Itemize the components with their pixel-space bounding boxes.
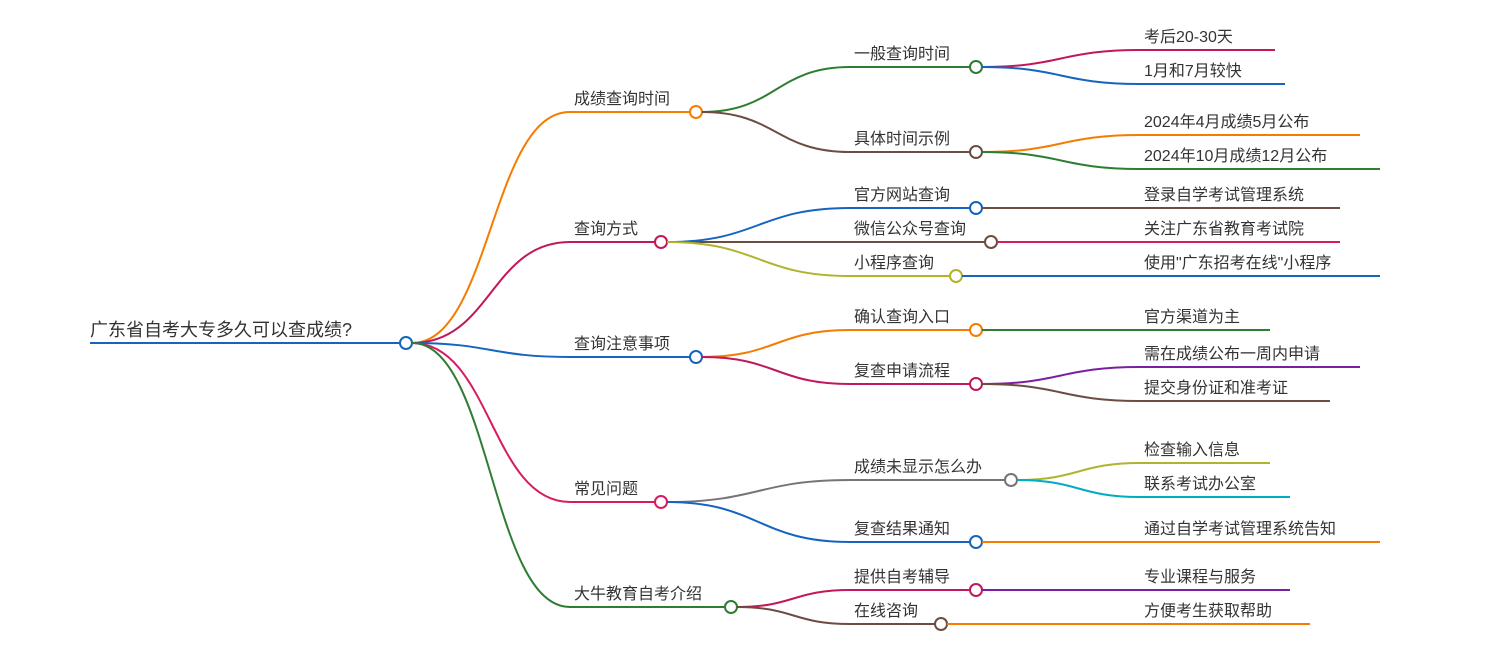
mindmap-edge (667, 242, 850, 276)
node-label: 复查申请流程 (854, 362, 950, 380)
mindmap-edge (702, 330, 850, 357)
mindmap-edge (982, 152, 1140, 169)
junction-circle (400, 337, 412, 349)
junction-circle (935, 618, 947, 630)
node-label: 通过自学考试管理系统告知 (1144, 520, 1336, 538)
mindmap-edge (412, 112, 570, 343)
node-label: 2024年4月成绩5月公布 (1144, 113, 1309, 131)
junction-circle (950, 270, 962, 282)
node-label: 大牛教育自考介绍 (574, 585, 702, 603)
node-label: 小程序查询 (854, 254, 934, 272)
mindmap-edge (982, 384, 1140, 401)
mindmap-edge (737, 607, 850, 624)
mindmap-edge (667, 480, 850, 502)
node-label: 复查结果通知 (854, 520, 950, 538)
junction-circle (970, 61, 982, 73)
mindmap-edge (702, 67, 850, 112)
node-label: 1月和7月较快 (1144, 62, 1242, 80)
mindmap-edge (412, 242, 570, 343)
node-label: 关注广东省教育考试院 (1144, 220, 1304, 238)
mindmap: 广东省自考大专多久可以查成绩? 成绩查询时间 一般查询时间 考后20-30天 1月和7月… (0, 0, 1488, 662)
mindmap-edge (412, 343, 570, 357)
node-label: 官方渠道为主 (1144, 308, 1240, 326)
node-label: 考后20-30天 (1144, 28, 1233, 46)
mindmap-edge (667, 208, 850, 242)
node-label: 联系考试办公室 (1144, 475, 1256, 493)
mindmap-edge (982, 135, 1140, 152)
node-label: 登录自学考试管理系统 (1144, 186, 1304, 204)
node-label: 提交身份证和准考证 (1144, 379, 1288, 397)
node-label: 在线咨询 (854, 602, 918, 620)
junction-circle (655, 236, 667, 248)
node-label: 使用"广东招考在线"小程序 (1144, 254, 1331, 272)
mindmap-edge (702, 112, 850, 152)
junction-circle (655, 496, 667, 508)
node-label: 成绩查询时间 (574, 90, 670, 108)
mindmap-edge (982, 367, 1140, 384)
junction-circle (970, 536, 982, 548)
node-label: 一般查询时间 (854, 45, 950, 63)
node-label: 成绩未显示怎么办 (854, 458, 982, 476)
junction-circle (970, 378, 982, 390)
junction-circle (1005, 474, 1017, 486)
junction-circle (690, 106, 702, 118)
node-label: 微信公众号查询 (854, 220, 966, 238)
mindmap-edge (412, 343, 570, 607)
node-label: 检查输入信息 (1144, 441, 1240, 459)
node-label: 常见问题 (574, 480, 638, 498)
junction-circle (985, 236, 997, 248)
mindmap-edge (1017, 480, 1140, 497)
junction-circle (970, 584, 982, 596)
node-label: 查询注意事项 (574, 334, 670, 353)
root-label: 广东省自考大专多久可以查成绩? (90, 320, 352, 340)
node-label: 需在成绩公布一周内申请 (1144, 345, 1320, 363)
node-label: 官方网站查询 (854, 186, 950, 204)
mindmap-edge (667, 502, 850, 542)
node-label: 具体时间示例 (854, 130, 950, 148)
node-label: 专业课程与服务 (1144, 568, 1256, 586)
node-label: 提供自考辅导 (854, 568, 950, 586)
mindmap-edge (737, 590, 850, 607)
mindmap-edge (982, 67, 1140, 84)
mindmap-edge (1017, 463, 1140, 480)
node-label: 查询方式 (574, 220, 638, 238)
node-label: 方便考生获取帮助 (1144, 602, 1272, 620)
node-label: 确认查询入口 (854, 308, 950, 326)
mindmap-edge (702, 357, 850, 384)
junction-circle (970, 146, 982, 158)
junction-circle (725, 601, 737, 613)
mindmap-edge (982, 50, 1140, 67)
junction-circle (970, 202, 982, 214)
junction-circle (970, 324, 982, 336)
node-label: 2024年10月成绩12月公布 (1144, 147, 1327, 165)
junction-circle (690, 351, 702, 363)
